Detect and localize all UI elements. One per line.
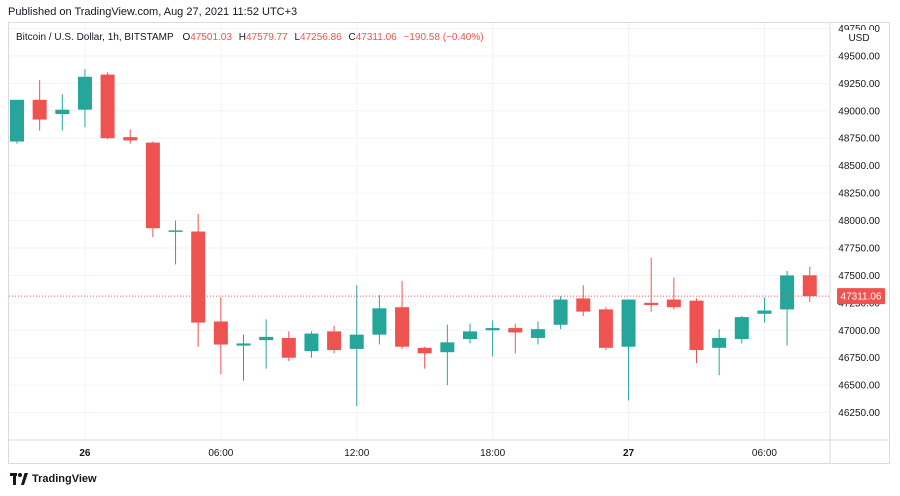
candle-body	[598, 309, 613, 348]
symbol-label: Bitcoin / U.S. Dollar, 1h, BITSTAMP	[16, 32, 174, 43]
y-tick-label: 47500.00	[838, 271, 880, 282]
close-label: C	[348, 32, 356, 43]
published-caption: Published on TradingView.com, Aug 27, 20…	[8, 6, 298, 18]
currency-label-bg	[843, 30, 875, 44]
candle-body	[145, 142, 160, 229]
candle-body	[10, 99, 24, 142]
x-tick-label: 12:00	[344, 448, 369, 459]
y-tick-label: 46500.00	[838, 381, 880, 392]
candle-body	[712, 337, 727, 348]
candle-body	[757, 310, 772, 314]
candle-body	[395, 307, 410, 347]
candle-body	[802, 275, 817, 297]
chart-frame[interactable]	[8, 22, 890, 464]
candle-body	[508, 328, 523, 333]
y-tick-label: 47750.00	[838, 243, 880, 254]
open-label: O	[182, 32, 191, 43]
y-tick-label: 49500.00	[838, 51, 880, 62]
candle-body	[281, 337, 296, 358]
y-tick-label: 48250.00	[838, 189, 880, 200]
candle-body	[349, 334, 364, 349]
candle-body	[666, 299, 681, 308]
y-tick-label: 49750.00	[838, 24, 880, 35]
y-tick-label: 49000.00	[838, 106, 880, 117]
last-price-badge	[837, 288, 885, 305]
x-tick-label: 06:00	[208, 448, 233, 459]
currency-label: USD	[848, 33, 869, 44]
chart-legend: Bitcoin / U.S. Dollar, 1h, BITSTAMP O475…	[16, 32, 484, 43]
open-value: 47501.03	[190, 32, 232, 43]
y-tick-label: 48750.00	[838, 134, 880, 145]
low-label: L	[294, 32, 301, 43]
candle-body	[553, 299, 568, 325]
change-value: −190.58 (−0.40%)	[403, 32, 484, 43]
x-tick-label: 26	[79, 448, 91, 459]
candle-body	[734, 317, 749, 340]
high-label: H	[238, 32, 246, 43]
candle-body	[463, 331, 477, 340]
y-tick-label: 49250.00	[838, 79, 880, 90]
candle-body	[440, 342, 455, 353]
candle-body	[168, 230, 183, 232]
tradingview-brand: TradingView	[32, 473, 97, 485]
candle-body	[259, 336, 274, 341]
candle-body	[77, 76, 92, 110]
candle-body	[576, 298, 591, 312]
y-tick-label: 46750.00	[838, 353, 880, 364]
low-value: 47256.86	[300, 32, 342, 43]
candle-body	[213, 321, 228, 345]
y-tick-label: 46250.00	[838, 408, 880, 419]
candle-body	[236, 343, 251, 346]
last-price-label: 47311.06	[841, 292, 882, 303]
candle-body	[530, 329, 545, 338]
tradingview-logo-icon	[10, 473, 28, 485]
candle-body	[644, 302, 659, 306]
tradingview-footer[interactable]: TradingView	[10, 473, 97, 485]
candle-body	[32, 99, 47, 120]
candle-body	[55, 109, 70, 115]
candle-body	[621, 299, 636, 347]
x-tick-label: 27	[623, 448, 635, 459]
x-tick-label: 06:00	[752, 448, 777, 459]
candle-body	[123, 137, 138, 141]
candle-body	[417, 347, 432, 354]
candle-body	[780, 275, 795, 310]
close-value: 47311.06	[355, 32, 397, 43]
x-tick-label: 18:00	[480, 448, 505, 459]
candle-body	[327, 331, 342, 351]
candle-body	[191, 231, 206, 323]
y-tick-label: 48500.00	[838, 161, 880, 172]
y-tick-label: 47000.00	[838, 326, 880, 337]
y-tick-label: 48000.00	[838, 216, 880, 227]
candle-body	[485, 328, 500, 331]
candle-body	[304, 333, 319, 352]
candle-body	[689, 300, 704, 351]
high-value: 47579.77	[245, 32, 288, 43]
candle-body	[100, 74, 115, 139]
candle-body	[372, 308, 387, 335]
